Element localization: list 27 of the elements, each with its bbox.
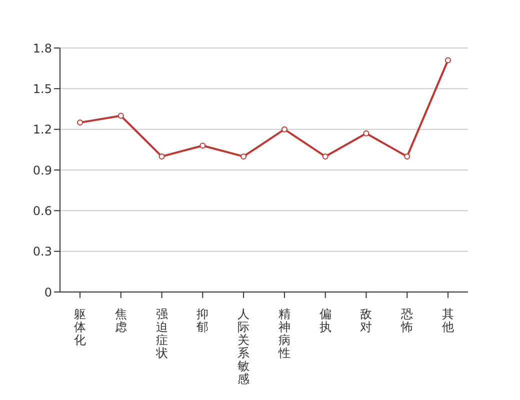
x-tick-label: 其他 [442, 307, 454, 334]
point [118, 112, 124, 119]
y-tick-label: 0.9 [32, 163, 52, 178]
x-tick-label: 强迫症状 [154, 307, 168, 360]
point [240, 153, 247, 160]
point [404, 153, 410, 160]
x-tick-label: 偏执 [319, 307, 332, 334]
y-tick-label: 1.5 [32, 82, 52, 96]
x-tick-label: 敌对 [360, 307, 372, 334]
x-tick-label: 恐怖 [400, 307, 414, 334]
x-tick-label: 焦虑 [114, 307, 127, 334]
y-tick-label: 0 [44, 285, 52, 300]
point [77, 120, 83, 126]
y-tick-label: 0.6 [32, 204, 52, 218]
y-tick-label: 0.3 [32, 244, 52, 259]
point [158, 153, 165, 160]
x-tick-label: 精神病性 [277, 307, 290, 360]
point [445, 57, 451, 64]
point [200, 142, 206, 149]
x-tick-label: 抑郁 [196, 307, 209, 334]
y-tick-label: 1.8 [32, 41, 52, 56]
point [363, 130, 370, 136]
point [281, 126, 288, 132]
y-tick-label: 1.2 [32, 122, 52, 137]
x-tick-label: 躯体化 [74, 307, 86, 347]
point [322, 153, 328, 160]
x-tick-label: 人际关系敏感 [238, 307, 250, 386]
